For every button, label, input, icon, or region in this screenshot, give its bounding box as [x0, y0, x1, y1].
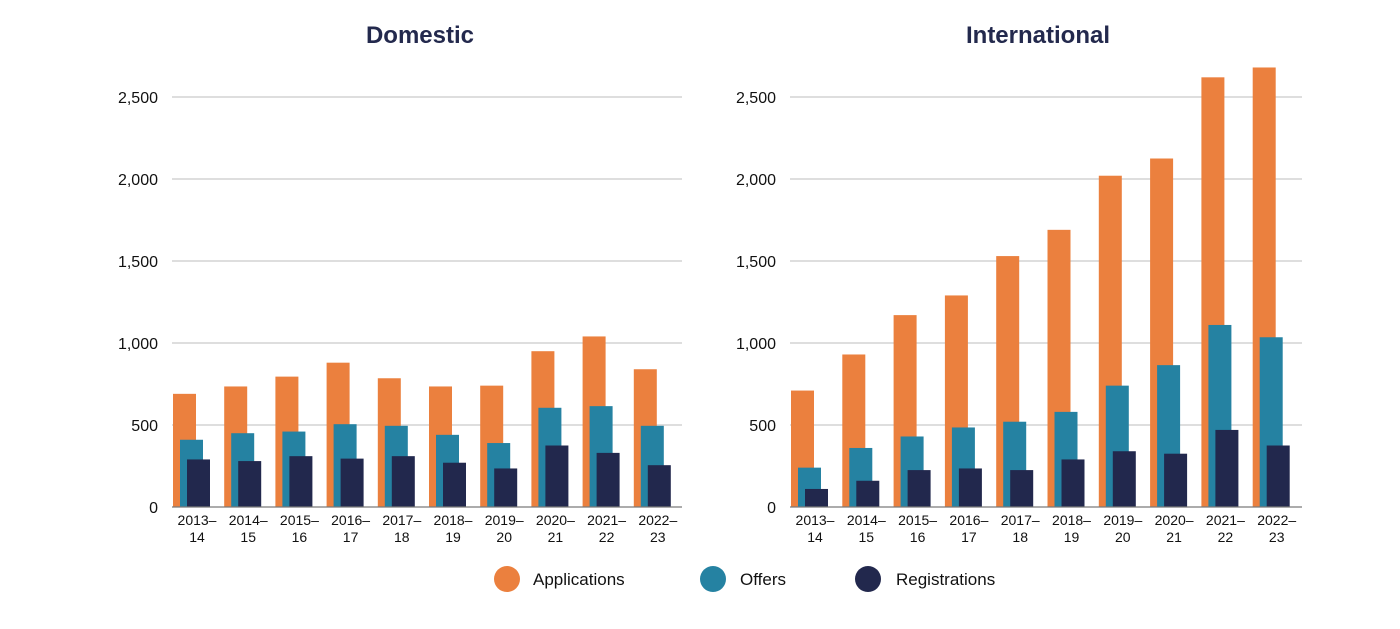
y-tick-label: 2,000	[736, 172, 776, 189]
bar-registrations	[1266, 445, 1290, 507]
bar-registrations	[1164, 453, 1188, 507]
x-tick-label: 2015–	[280, 512, 319, 528]
x-tick-label: 20	[496, 529, 512, 545]
bar-registrations	[238, 461, 262, 507]
chart-title: Domestic	[366, 22, 474, 49]
x-tick-label: 2022–	[1257, 512, 1296, 528]
x-tick-label: 2013–	[178, 512, 217, 528]
x-tick-label: 19	[445, 529, 461, 545]
bar-registrations	[340, 458, 364, 507]
x-tick-label: 17	[961, 529, 977, 545]
x-tick-label: 2014–	[229, 512, 268, 528]
x-tick-label: 21	[548, 529, 564, 545]
x-tick-label: 2020–	[1155, 512, 1194, 528]
y-tick-label: 2,000	[118, 172, 158, 189]
legend-label: Applications	[533, 570, 625, 589]
bar-registrations	[187, 459, 210, 507]
x-tick-label: 2020–	[536, 512, 575, 528]
x-tick-label: 2018–	[1052, 512, 1091, 528]
bar-registrations	[391, 456, 415, 507]
bar-registrations	[1215, 429, 1239, 507]
legend-label: Offers	[740, 570, 786, 589]
x-tick-label: 16	[292, 529, 308, 545]
y-tick-label: 1,000	[118, 336, 158, 353]
bar-registrations	[958, 468, 982, 507]
x-tick-label: 22	[599, 529, 615, 545]
legend-swatch-applications	[494, 566, 520, 592]
x-tick-label: 2017–	[382, 512, 421, 528]
x-tick-label: 2013–	[796, 512, 835, 528]
x-tick-label: 2014–	[847, 512, 886, 528]
bar-registrations	[494, 468, 518, 507]
x-tick-label: 2019–	[1103, 512, 1142, 528]
x-tick-label: 15	[859, 529, 875, 545]
x-tick-label: 22	[1218, 529, 1234, 545]
x-tick-label: 16	[910, 529, 926, 545]
y-tick-label: 500	[749, 418, 776, 435]
x-tick-label: 14	[807, 529, 823, 545]
y-tick-label: 2,500	[736, 90, 776, 107]
legend-label: Registrations	[896, 570, 995, 589]
x-tick-label: 18	[394, 529, 410, 545]
x-tick-label: 20	[1115, 529, 1131, 545]
legend: Applications Offers Registrations	[494, 566, 995, 592]
bar-registrations	[596, 452, 620, 507]
x-tick-label: 18	[1012, 529, 1028, 545]
x-tick-label: 2015–	[898, 512, 937, 528]
y-tick-label: 0	[767, 500, 776, 517]
bar-registrations	[545, 445, 569, 507]
x-tick-label: 19	[1064, 529, 1080, 545]
y-tick-label: 500	[131, 418, 158, 435]
x-tick-label: 2017–	[1001, 512, 1040, 528]
x-tick-label: 2016–	[949, 512, 988, 528]
y-tick-label: 2,500	[118, 90, 158, 107]
y-tick-label: 1,000	[736, 336, 776, 353]
x-tick-label: 15	[240, 529, 256, 545]
chart-panel-0: Domestic 0 500 1,000 1,500 2,000 2,500 2013–14 2…	[118, 22, 682, 545]
y-tick-label: 1,500	[118, 254, 158, 271]
x-tick-label: 2021–	[587, 512, 626, 528]
y-tick-label: 0	[149, 500, 158, 517]
chart-title: International	[966, 22, 1110, 49]
bar-registrations	[907, 470, 931, 507]
x-tick-label: 2019–	[485, 512, 524, 528]
x-tick-label: 21	[1166, 529, 1182, 545]
x-tick-label: 2016–	[331, 512, 370, 528]
bar-registrations	[647, 465, 671, 507]
x-tick-label: 23	[650, 529, 666, 545]
bar-registrations	[1112, 451, 1136, 507]
x-tick-label: 23	[1269, 529, 1285, 545]
chart-panel-1: International05001,0001,5002,0002,500201…	[736, 22, 1302, 545]
legend-swatch-offers	[700, 566, 726, 592]
x-tick-label: 14	[189, 529, 205, 545]
bar-registrations	[1010, 470, 1034, 507]
x-tick-label: 2022–	[638, 512, 677, 528]
legend-swatch-registrations	[855, 566, 881, 592]
y-tick-label: 1,500	[736, 254, 776, 271]
bar-registrations	[856, 480, 880, 507]
bar-registrations	[805, 488, 828, 507]
x-tick-label: 17	[343, 529, 359, 545]
bar-registrations	[289, 456, 313, 507]
x-tick-label: 2018–	[434, 512, 473, 528]
bar-registrations	[1061, 459, 1085, 507]
x-tick-label: 2021–	[1206, 512, 1245, 528]
bar-registrations	[443, 462, 466, 507]
